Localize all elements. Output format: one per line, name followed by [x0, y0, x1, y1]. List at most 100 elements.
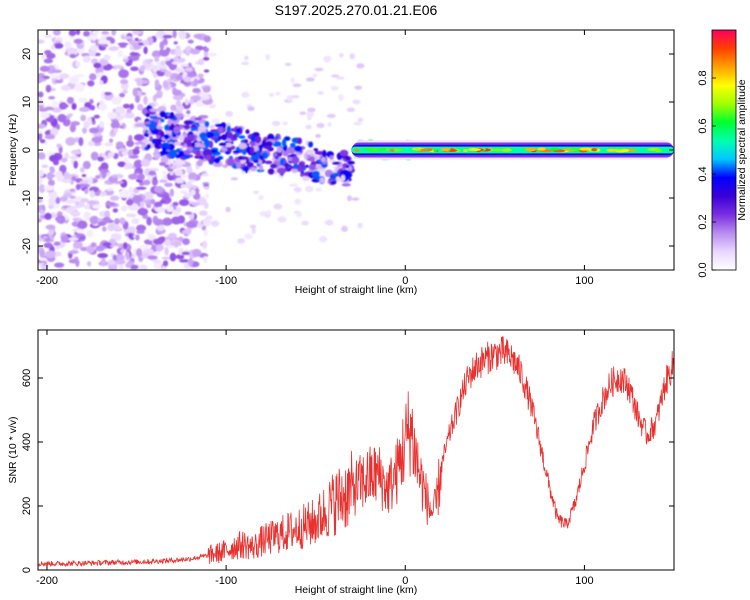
- spectrogram-cell: [300, 162, 305, 170]
- spectrogram-cell: [171, 133, 177, 138]
- spectrogram-cell: [243, 139, 249, 144]
- spectrogram-cell: [287, 156, 293, 162]
- spectrogram-cell: [135, 234, 140, 241]
- spectrogram-cell: [89, 98, 94, 105]
- spectrogram-cell: [194, 188, 200, 194]
- spectrogram-cell: [136, 77, 143, 87]
- spectrogram-cell: [331, 172, 340, 178]
- spectrogram-cell: [75, 30, 81, 36]
- spectrogram-cell: [120, 205, 128, 212]
- spectrogram-cell: [149, 115, 158, 120]
- spectrogram-cell: [237, 155, 244, 161]
- spectrogram-cell: [132, 87, 138, 97]
- spectrogram-cell: [98, 120, 105, 128]
- spectrogram-cell: [71, 175, 77, 182]
- spectrogram-cell: [88, 176, 93, 185]
- spectrogram-cell: [162, 34, 173, 39]
- y-tick-label: 10: [21, 96, 33, 108]
- spectrogram-cell: [107, 151, 115, 158]
- spectrogram-cell: [160, 118, 165, 123]
- spectrogram-cell: [290, 77, 295, 83]
- spectrogram-cell: [162, 260, 169, 267]
- spectrogram-cell: [172, 89, 182, 96]
- y-tick-label: -20: [21, 238, 33, 254]
- colorbar: 0.0 0.2 0.4 0.6 0.8 Normalized spectral ampl…: [697, 29, 748, 278]
- spectrogram-cell: [178, 199, 190, 207]
- spectrogram-cell: [52, 30, 61, 36]
- spectrogram-cell: [117, 161, 127, 168]
- spectrogram-cell: [79, 180, 91, 184]
- spectrogram-cell: [276, 146, 283, 153]
- spectrogram-cell: [143, 95, 148, 105]
- spectrogram-cell: [195, 149, 201, 158]
- spectrogram-cell: [135, 248, 143, 257]
- spectrogram-cell: [118, 189, 130, 198]
- spectrogram-cell: [169, 252, 177, 262]
- spectrogram-cell: [271, 120, 281, 127]
- spectrogram-cell: [90, 242, 97, 248]
- spectrogram-y-axis-title: Frequency (Hz): [7, 114, 19, 186]
- carrier-peak: [569, 147, 580, 151]
- spectrogram-cell: [99, 169, 110, 174]
- spectrogram-cell: [41, 164, 49, 169]
- spectrogram-cell: [204, 194, 210, 198]
- spectrogram-cell: [110, 120, 121, 130]
- spectrogram-cell: [43, 58, 53, 64]
- spectrogram-cell: [154, 250, 161, 256]
- spectrogram-cell: [122, 242, 128, 250]
- spectrogram-cell: [120, 248, 125, 254]
- spectrogram-cell: [178, 161, 186, 165]
- spectrogram-cell: [73, 38, 83, 44]
- spectrogram-cell: [341, 183, 351, 187]
- y-tick-label: 0: [21, 147, 33, 153]
- spectrogram-cell: [322, 149, 327, 158]
- spectrogram-cell: [154, 186, 164, 193]
- spectrogram-cell: [43, 242, 53, 249]
- spectrogram-cell: [137, 208, 149, 216]
- spectrogram-cell: [214, 123, 224, 127]
- spectrogram-cell: [352, 99, 361, 105]
- spectrogram-cell: [171, 61, 181, 65]
- spectrogram-cell: [186, 134, 195, 141]
- spectrogram-cell: [100, 257, 106, 267]
- spectrogram-cell: [75, 229, 85, 234]
- spectrogram-y-ticks: -20 -10 0 10 20: [21, 48, 674, 254]
- spectrogram-cell: [83, 204, 92, 210]
- spectrogram-cell: [317, 91, 324, 95]
- spectrogram-cell: [57, 113, 67, 123]
- spectrogram-cell: [122, 89, 128, 94]
- spectrogram-cell: [118, 69, 129, 79]
- spectrogram-cell: [38, 218, 42, 223]
- spectrogram-cell: [72, 241, 83, 249]
- spectrogram-cell: [291, 95, 300, 99]
- spectrogram-cell: [135, 186, 147, 190]
- spectrogram-cell: [151, 177, 158, 186]
- spectrogram-cell: [126, 199, 134, 206]
- spectrogram-cell: [140, 252, 150, 259]
- snr-plot-area: [38, 330, 674, 570]
- spectrogram-cell: [97, 100, 105, 104]
- spectrogram-cell: [99, 80, 104, 86]
- spectrogram-marks: [38, 30, 428, 270]
- spectrogram-cell: [132, 195, 143, 203]
- spectrogram-cell: [249, 140, 258, 146]
- spectrogram-cell: [131, 218, 140, 225]
- x-tick-label: -100: [215, 575, 237, 587]
- spectrogram-cell: [167, 158, 172, 166]
- spectrogram-cell: [132, 30, 139, 35]
- spectrogram-cell: [159, 47, 170, 57]
- carrier-peak: [524, 147, 538, 151]
- spectrogram-cell: [45, 250, 56, 259]
- spectrogram-cell: [164, 70, 172, 77]
- carrier-peak: [433, 148, 438, 152]
- spectrogram-cell: [339, 53, 344, 58]
- spectrogram-cell: [292, 83, 302, 88]
- spectrogram-cell: [127, 149, 134, 157]
- spectrogram-cell: [290, 142, 296, 148]
- snr-x-axis-title: Height of straight line (km): [295, 584, 418, 596]
- spectrogram-cell: [127, 59, 133, 65]
- spectrogram-cell: [264, 160, 273, 165]
- spectrogram-cell: [55, 197, 61, 204]
- spectrogram-cell: [153, 238, 164, 245]
- y-tick-label: -10: [21, 190, 33, 206]
